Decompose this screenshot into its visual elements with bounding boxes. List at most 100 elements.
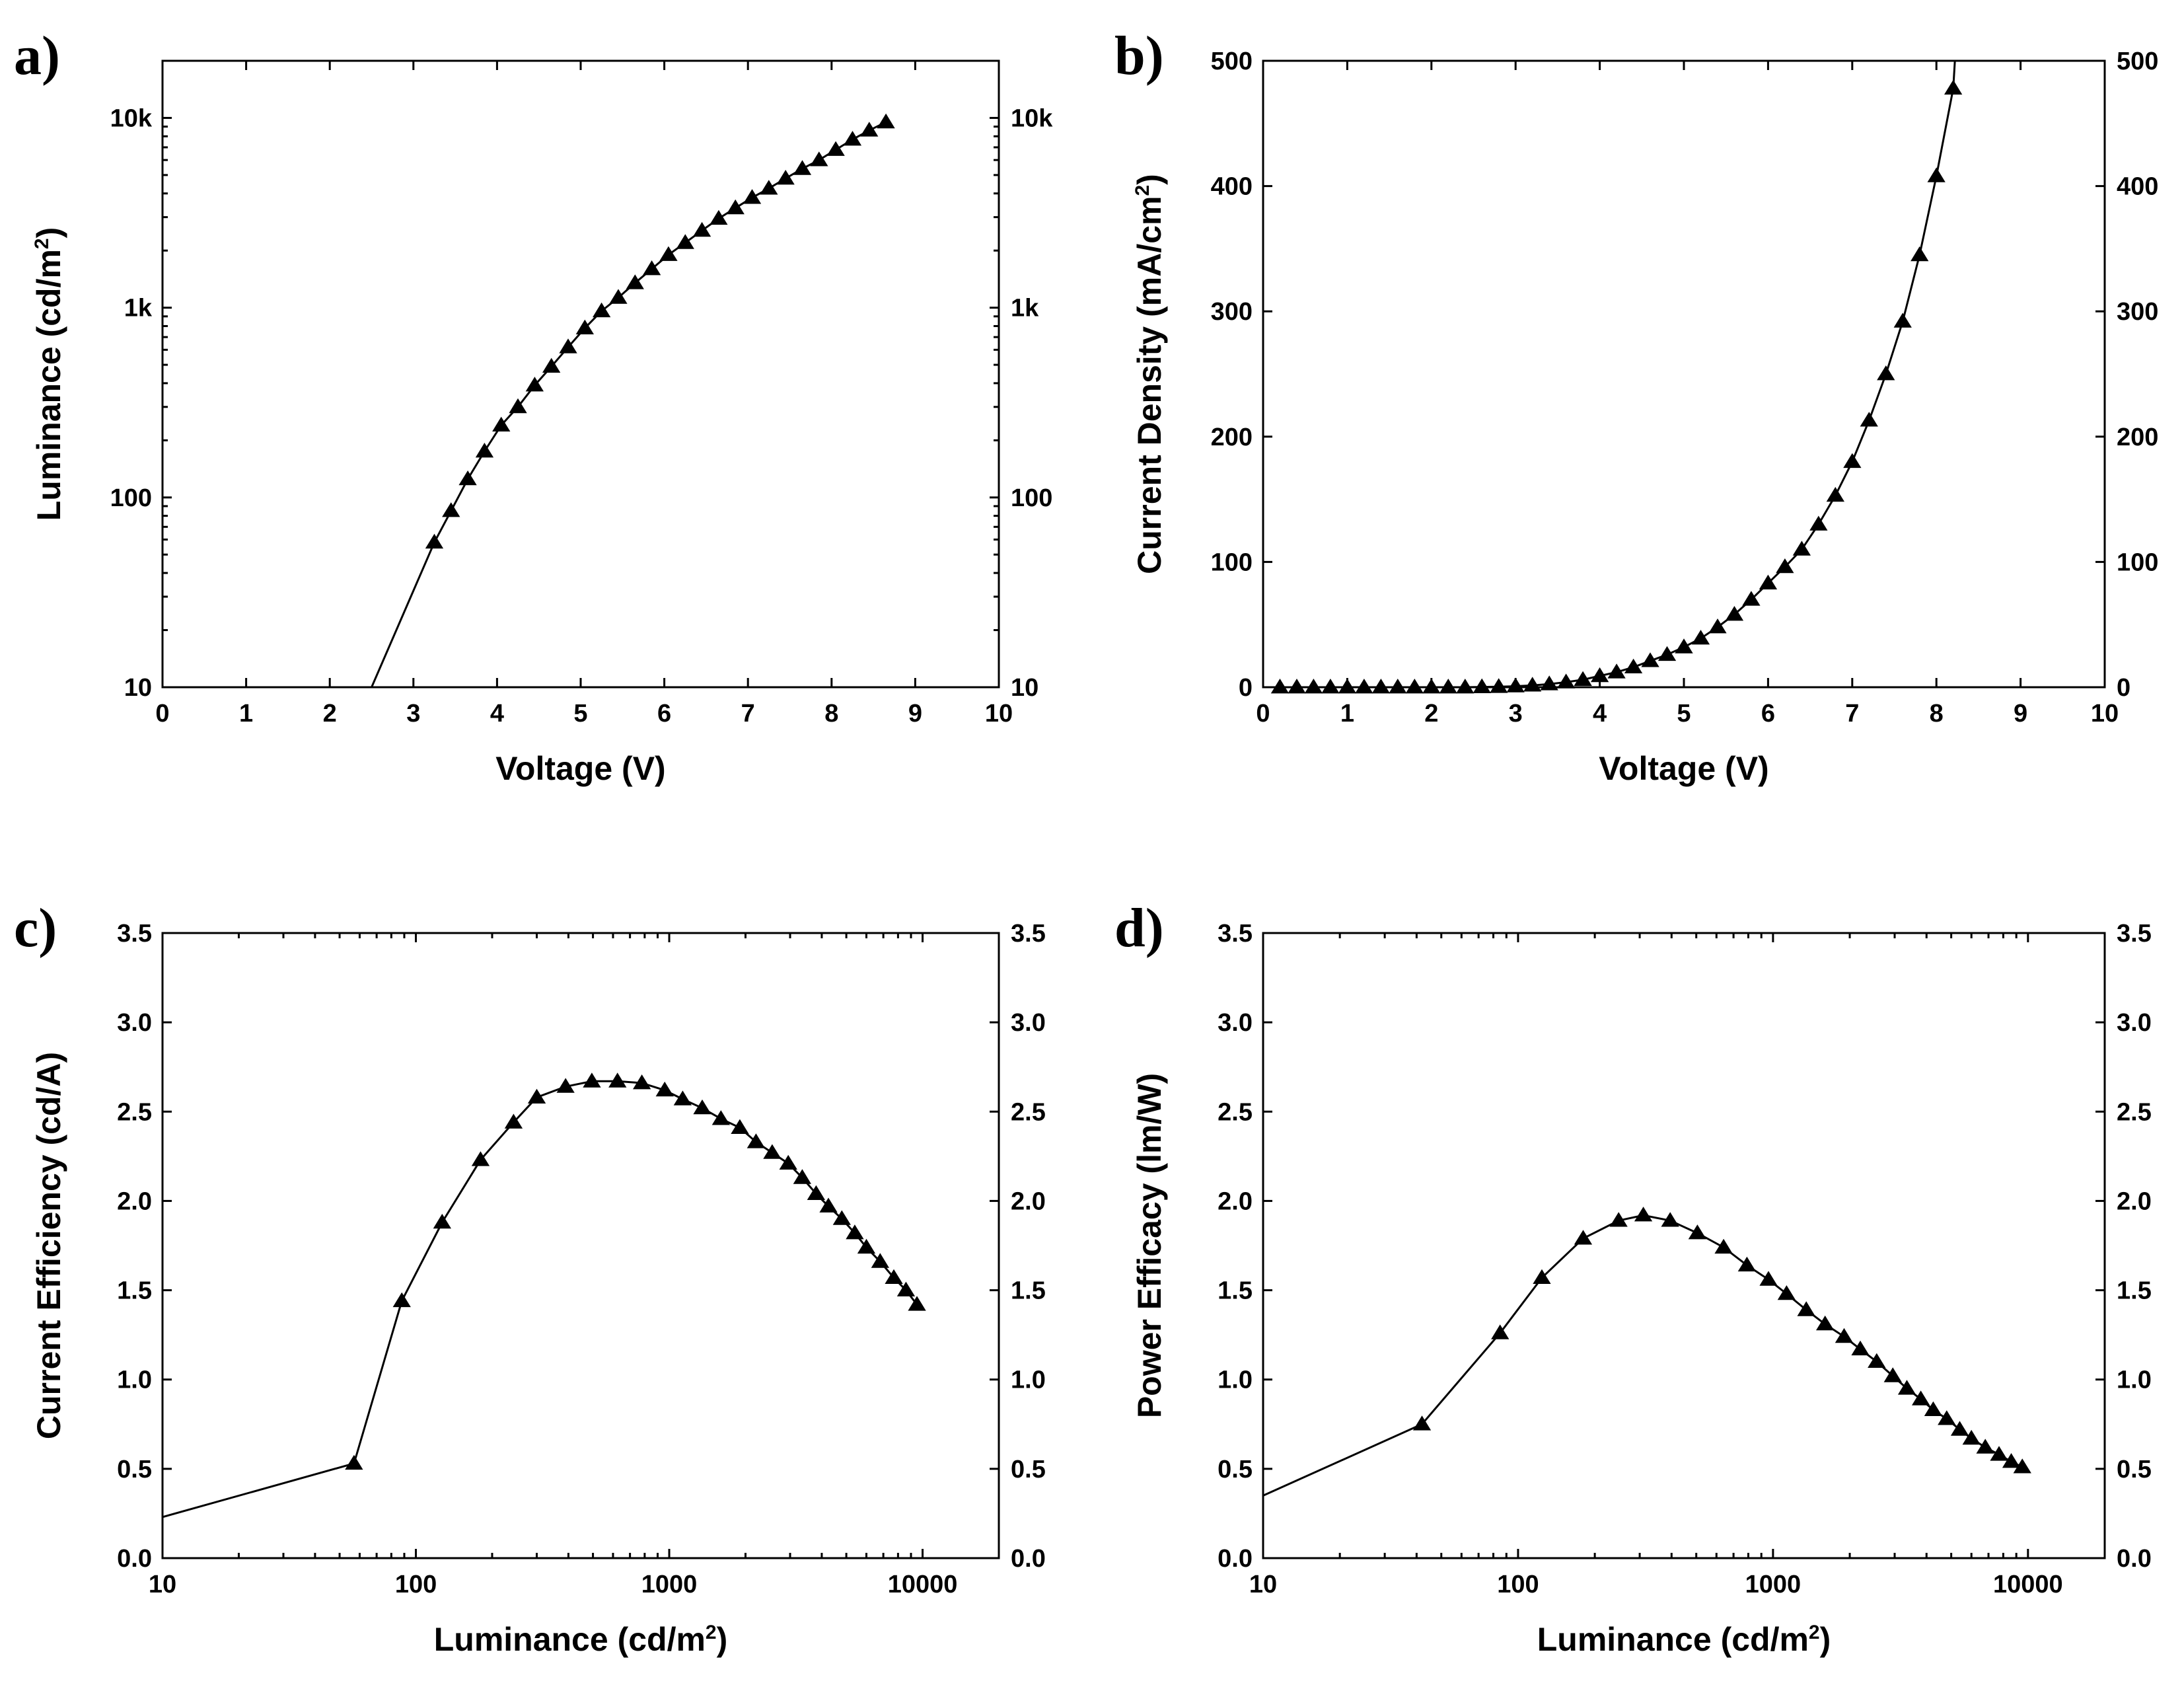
data-point-triangle [826,141,845,156]
plot-frame [161,59,1000,689]
x-tick-label: 6 [1761,700,1775,728]
x-axis-title-main: Voltage (V) [495,750,665,787]
x-tick-label: 9 [908,700,922,728]
data-point-triangle [1473,678,1491,693]
y-tick-label-right: 400 [2117,173,2158,201]
data-point-triangle [1868,1353,1886,1368]
y-tick-label: 1.5 [117,1277,152,1305]
plot-frame [161,932,1000,1559]
series-line [1262,1214,2023,1497]
y-tick-label-right: 1.0 [1011,1367,1046,1394]
x-tick-label: 2 [323,700,337,728]
data-point-triangle [908,1296,926,1311]
y-tick-label: 3.5 [117,920,152,948]
data-point-triangle [776,170,795,185]
data-point-triangle [1725,606,1744,621]
data-point-triangle [1491,1324,1510,1339]
data-point-triangle [793,1169,811,1184]
x-axis-title-end: ) [717,1621,728,1658]
data-point-triangle [1439,679,1457,694]
y-tick-label: 1.0 [117,1367,152,1394]
y-tick-label-right: 10k [1011,104,1053,132]
data-point-triangle [1708,618,1727,634]
data-point-triangle [1389,679,1407,694]
data-point-triangle [1288,679,1306,694]
data-point-triangle [1797,1301,1815,1316]
y-axis-title-superscript: 2 [1132,185,1153,196]
x-tick-label: 0 [155,700,169,728]
x-tick-label: 10 [985,700,1013,728]
data-point-triangle [1911,246,1929,262]
x-tick-label: 7 [741,700,755,728]
data-point-triangle [1490,678,1508,693]
x-axis-title-main: Voltage (V) [1599,750,1768,787]
data-point-triangle [1912,1390,1930,1405]
x-axis-title-end: ) [1820,1621,1831,1658]
data-point-triangle [1371,679,1390,694]
data-point-triangle [746,1133,765,1148]
y-tick-label: 0.5 [117,1456,152,1483]
x-tick-label: 0 [1256,700,1270,728]
y-tick-label-right: 0.0 [2117,1545,2152,1573]
data-point-triangle [1533,1269,1551,1284]
y-tick-label: 2.5 [1218,1098,1253,1126]
y-tick-label: 2.0 [1218,1187,1253,1215]
data-point-triangle [1506,677,1525,693]
y-tick-label-right: 100 [1011,484,1052,512]
data-point-triangle [810,151,828,167]
y-tick-label: 200 [1211,424,1253,451]
y-tick-label: 10 [124,674,152,702]
data-point-triangle [1860,412,1878,427]
data-point-triangle [1634,1207,1653,1222]
data-point-triangle [877,113,895,129]
data-point-triangle [626,274,644,289]
y-tick-label: 3.0 [1218,1009,1253,1037]
x-tick-label: 10 [2091,700,2119,728]
data-point-triangle [1990,1446,2008,1461]
x-tick-label: 5 [573,700,587,728]
y-axis-title-end: ) [1131,174,1168,185]
data-point-triangle [731,1119,749,1134]
data-point-triangle [633,1074,651,1090]
y-tick-label-right: 200 [2117,424,2158,451]
data-point-triangle [1843,453,1862,468]
x-tick-label: 3 [1509,700,1523,728]
data-point-triangle [1574,1230,1593,1245]
data-point-triangle [1944,79,1963,95]
y-tick-label: 500 [1211,48,1253,75]
data-point-triangle [760,180,778,195]
x-axis-title-main: Luminance (cd/m [1537,1621,1809,1658]
panel-label: a) [14,25,60,87]
data-point-triangle [527,1088,546,1104]
data-point-triangle [1759,574,1778,589]
y-tick-label-right: 0.0 [1011,1545,1046,1573]
x-tick-label: 7 [1845,700,1859,728]
data-point-triangle [504,1113,523,1129]
y-tick-label-right: 3.0 [2117,1009,2152,1037]
data-point-triangle [1938,1410,1956,1425]
x-tick-label: 1 [239,700,253,728]
series-line [162,1080,918,1518]
data-point-triangle [1851,1340,1870,1356]
x-axis-title: Luminance (cd/m2) [1537,1621,1831,1658]
data-point-triangle [832,1210,851,1225]
data-point-triangle [475,443,494,458]
data-point-triangle [1540,675,1558,691]
data-point-triangle [1877,365,1895,381]
y-axis-title-main: Power Efficacy (lm/W) [1131,1073,1168,1418]
y-tick-label: 1.0 [1218,1367,1253,1394]
data-point-triangle [1355,679,1373,694]
data-point-triangle [425,533,444,549]
data-point-triangle [593,302,611,318]
series-line [371,121,887,688]
y-axis-title-superscript: 2 [31,238,53,249]
data-point-triangle [896,1281,916,1296]
data-point-triangle [1412,1415,1432,1431]
data-point-triangle [1688,1224,1706,1240]
x-tick-label: 10000 [888,1571,958,1598]
data-point-triangle [807,1185,825,1200]
x-tick-label: 5 [1677,700,1691,728]
x-axis-title: Luminance (cd/m2) [434,1621,728,1658]
